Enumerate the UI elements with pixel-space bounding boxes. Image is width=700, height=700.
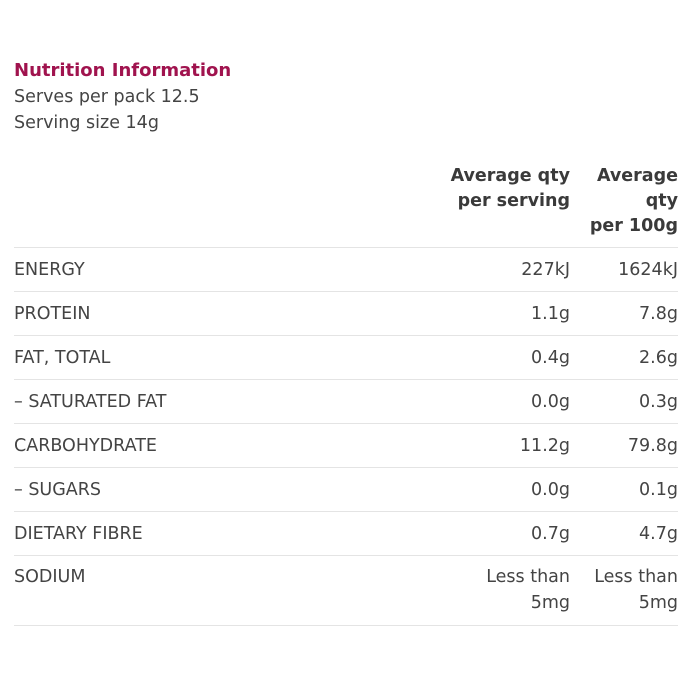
per-100g-value: 2.6g	[570, 335, 678, 380]
table-row-sodium: SODIUM Less than 5mg Less than 5mg	[14, 555, 678, 626]
header-per-serving-line-2: per serving	[457, 191, 570, 211]
row-label: FAT, TOTAL	[14, 335, 444, 380]
per-100g-value: 0.1g	[570, 467, 678, 512]
per-serving-value: 0.0g	[444, 467, 570, 512]
per-serving-value: 1.1g	[444, 291, 570, 336]
per-serving-value: 0.4g	[444, 335, 570, 380]
table-header-row: Average qty per serving Average qty per …	[14, 160, 678, 248]
per-serving-value: Less than 5mg	[444, 555, 570, 626]
header-per-100g: Average qty per 100g	[570, 160, 678, 248]
per-serving-value: 0.0g	[444, 379, 570, 424]
per-100g-value: 7.8g	[570, 291, 678, 336]
nutrition-panel: Nutrition Information Serves per pack 12…	[14, 58, 686, 136]
table-row-sugars: – SUGARS 0.0g 0.1g	[14, 467, 678, 512]
header-per-serving: Average qty per serving	[444, 160, 570, 248]
per-100g-value: 1624kJ	[570, 247, 678, 292]
header-per-serving-line-1: Average qty	[450, 166, 570, 186]
per-100g-value: 4.7g	[570, 511, 678, 556]
table-row-carbohydrate: CARBOHYDRATE 11.2g 79.8g	[14, 423, 678, 468]
row-label: – SUGARS	[14, 467, 444, 512]
table-row-protein: PROTEIN 1.1g 7.8g	[14, 291, 678, 336]
row-label: SODIUM	[14, 555, 444, 626]
per-100g-value: 0.3g	[570, 379, 678, 424]
serves-per-pack: Serves per pack 12.5	[14, 87, 200, 107]
nutrition-table: Average qty per serving Average qty per …	[14, 160, 678, 626]
per-serving-value: 11.2g	[444, 423, 570, 468]
per-100g-value: 79.8g	[570, 423, 678, 468]
header-per-100g-line-2: qty	[645, 191, 678, 211]
per-100g-value-line-2: 5mg	[638, 593, 678, 613]
per-100g-value: Less than 5mg	[570, 555, 678, 626]
row-label: – SATURATED FAT	[14, 379, 444, 424]
per-100g-value-line-1: Less than	[594, 567, 678, 587]
panel-title: Nutrition Information	[14, 60, 232, 81]
table-row-saturated-fat: – SATURATED FAT 0.0g 0.3g	[14, 379, 678, 424]
per-serving-value: 0.7g	[444, 511, 570, 556]
header-per-100g-line-3: per 100g	[589, 216, 678, 236]
per-serving-value: 227kJ	[444, 247, 570, 292]
row-label: PROTEIN	[14, 291, 444, 336]
row-label: CARBOHYDRATE	[14, 423, 444, 468]
table-row-fat-total: FAT, TOTAL 0.4g 2.6g	[14, 335, 678, 380]
row-label: ENERGY	[14, 247, 444, 292]
row-label: DIETARY FIBRE	[14, 511, 444, 556]
serving-size: Serving size 14g	[14, 113, 159, 133]
table-row-energy: ENERGY 227kJ 1624kJ	[14, 247, 678, 292]
header-label-column	[14, 160, 444, 248]
header-per-100g-line-1: Average	[596, 166, 678, 186]
per-serving-value-line-1: Less than	[486, 567, 570, 587]
per-serving-value-line-2: 5mg	[530, 593, 570, 613]
table-row-dietary-fibre: DIETARY FIBRE 0.7g 4.7g	[14, 511, 678, 556]
